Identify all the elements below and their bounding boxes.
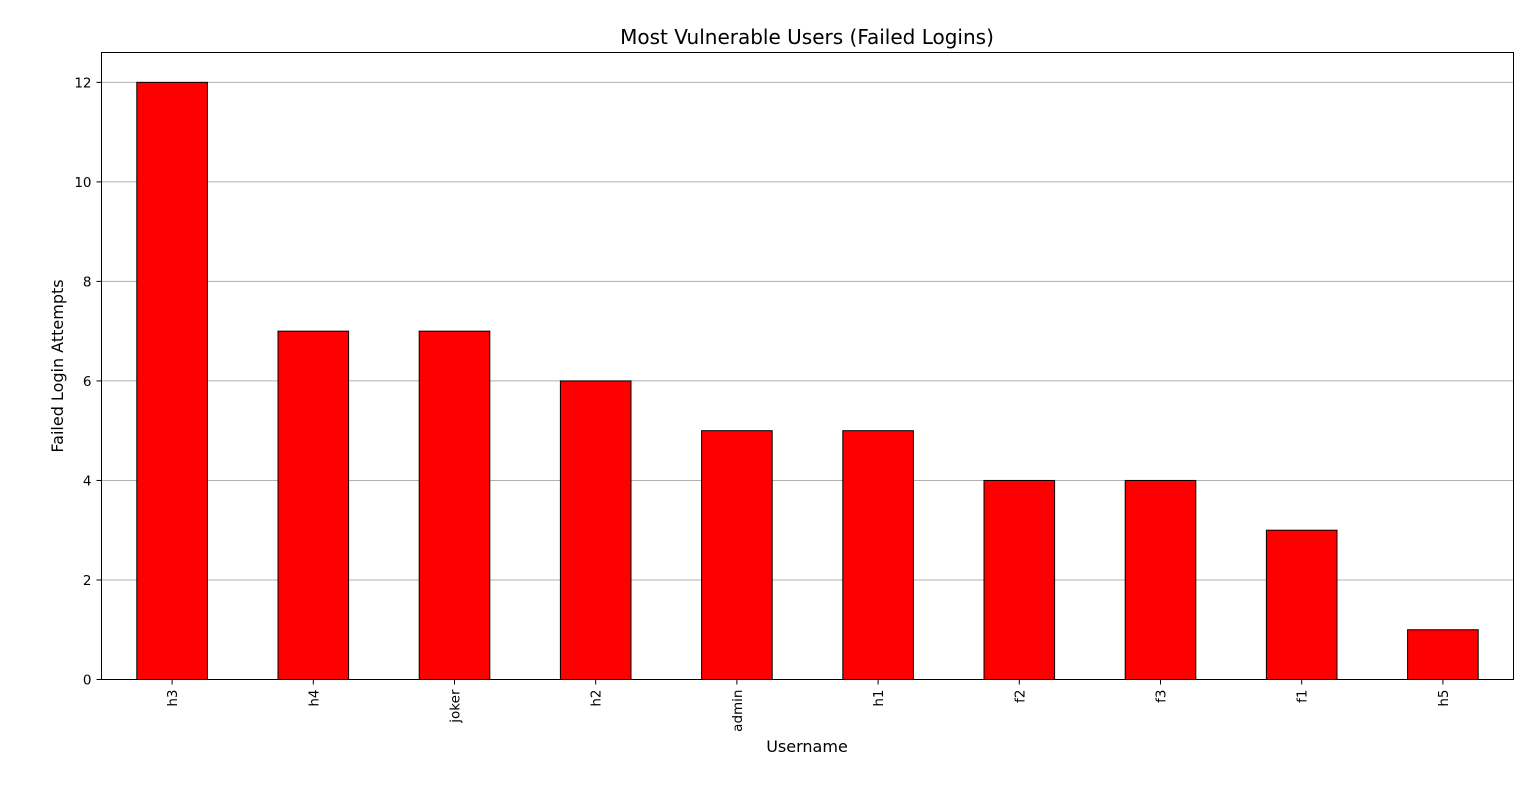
plot-frame [101,52,1514,680]
bar-h3 [136,81,208,681]
y-tick-label: 2 [83,573,92,589]
x-tick-label: f2 [1012,690,1028,703]
bar-h2 [559,380,632,680]
y-tick-label: 12 [74,75,91,91]
x-axis-ticks: h3 h4 joker h2 admin h1 f2 f3 f1 h5 [165,679,1452,732]
x-tick-label: admin [730,690,746,732]
bar-f3 [1124,479,1197,681]
x-tick-label: f1 [1295,690,1311,703]
bar-f1 [1265,529,1338,681]
y-tick-label: 6 [83,374,92,390]
y-tick-label: 4 [83,473,92,489]
chart-title: Most Vulnerable Users (Failed Logins) [620,25,994,49]
bar-admin [701,430,773,681]
x-tick-label: h4 [306,690,322,707]
bar-h1 [842,430,914,681]
x-tick-label: h2 [589,690,605,707]
y-tick-label: 10 [74,175,91,191]
x-tick-label: h5 [1436,690,1452,707]
bar-joker [418,330,491,680]
bar-f2 [983,479,1056,681]
x-axis-label: Username [766,737,848,756]
y-tick-label: 0 [83,673,92,689]
bar-h5 [1407,629,1479,681]
bars [136,81,1479,681]
x-tick-label: h3 [165,690,181,707]
x-tick-label: f3 [1154,690,1170,703]
x-tick-label: h1 [871,690,887,707]
bar-h4 [277,330,350,680]
y-tick-label: 8 [83,274,92,290]
y-axis-label: Failed Login Attempts [48,279,67,452]
x-tick-label: joker [448,689,464,724]
y-axis-ticks: 0 2 4 6 8 10 12 [74,75,102,689]
